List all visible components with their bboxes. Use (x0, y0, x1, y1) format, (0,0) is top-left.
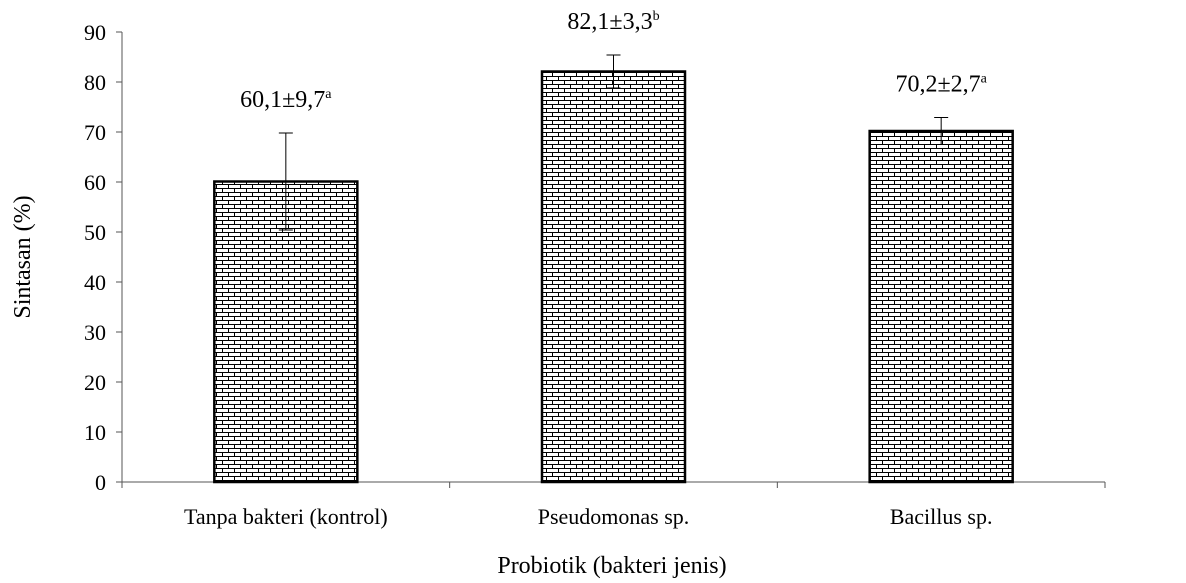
y-tick-label: 60 (84, 170, 106, 195)
bar (213, 180, 359, 484)
y-tick-label: 30 (84, 320, 106, 345)
y-tick-label: 0 (95, 470, 106, 495)
data-label: 70,2±2,7a (895, 72, 987, 98)
y-tick-label: 40 (84, 270, 106, 295)
y-axis-title: Sintasan (%) (10, 195, 36, 318)
bars (213, 54, 1014, 484)
y-tick-label: 50 (84, 220, 106, 245)
axes: 0 10 20 30 40 50 60 70 80 90 Tanpa bakteri (kontro… (84, 20, 1106, 529)
data-labels: 60,1±9,7a 82,1±3,3b 70,2±2,7a (240, 9, 988, 113)
y-tick-label: 10 (84, 420, 106, 445)
x-tick-label: Pseudomonas sp. (538, 504, 690, 529)
y-tick-label: 20 (84, 370, 106, 395)
y-tick-label: 80 (84, 70, 106, 95)
y-tick-label: 70 (84, 120, 106, 145)
x-tick-label: Tanpa bakteri (kontrol) (184, 504, 388, 529)
x-axis-title: Probiotik (bakteri jenis) (497, 553, 726, 579)
bar (540, 70, 687, 484)
x-tick-label: Bacillus sp. (890, 504, 993, 529)
bar (868, 129, 1014, 484)
data-label: 82,1±3,3b (567, 9, 659, 35)
data-label: 60,1±9,7a (240, 87, 332, 113)
y-tick-label: 90 (84, 20, 106, 45)
